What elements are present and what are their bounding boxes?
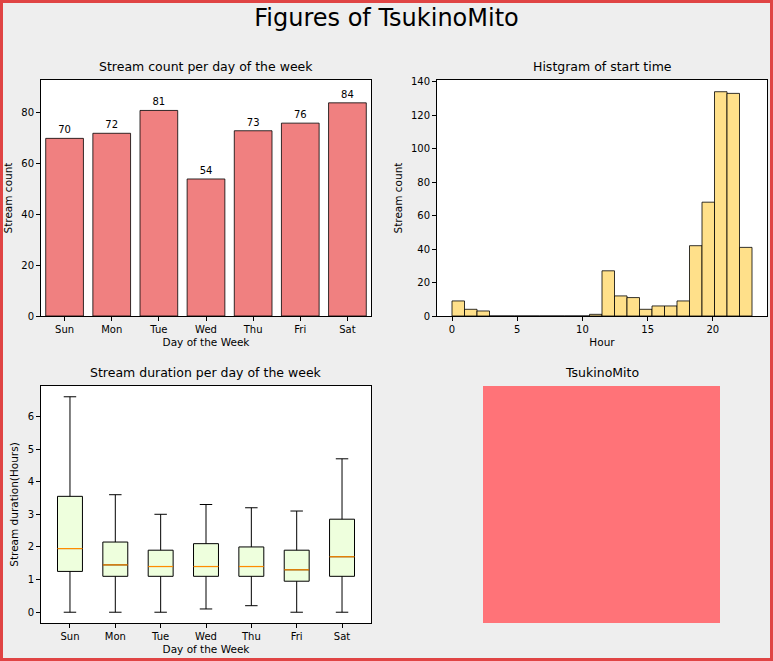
svg-text:1: 1 [28,574,34,585]
svg-text:Fri: Fri [294,324,306,335]
svg-text:20: 20 [21,260,34,271]
svg-text:60: 60 [417,210,430,221]
svg-text:Hour: Hour [589,336,615,348]
svg-text:Stream count: Stream count [2,163,14,234]
svg-text:Wed: Wed [195,631,217,642]
svg-text:Sun: Sun [55,324,74,335]
svg-text:TsukinoMito: TsukinoMito [565,365,639,380]
svg-text:Fri: Fri [291,631,303,642]
svg-text:Tue: Tue [151,631,169,642]
svg-text:120: 120 [411,110,430,121]
svg-text:72: 72 [105,119,118,130]
svg-text:Day of the Week: Day of the Week [163,643,251,655]
svg-text:Thu: Thu [243,324,263,335]
svg-text:0: 0 [28,311,34,322]
svg-text:54: 54 [200,165,213,176]
svg-text:70: 70 [58,124,71,135]
svg-text:Figures of TsukinoMito: Figures of TsukinoMito [254,4,519,32]
svg-text:Day of the Week: Day of the Week [163,336,251,348]
svg-text:Sat: Sat [334,631,350,642]
svg-text:5: 5 [514,324,520,335]
svg-text:Histgram of start time: Histgram of start time [533,59,672,74]
svg-text:Stream duration per day of the: Stream duration per day of the week [90,365,322,380]
svg-text:Stream duration(Hours): Stream duration(Hours) [8,442,20,566]
svg-text:Tue: Tue [149,324,167,335]
svg-text:140: 140 [411,76,430,87]
svg-text:5: 5 [28,444,34,455]
svg-text:84: 84 [341,89,354,100]
svg-text:Sun: Sun [60,631,79,642]
svg-text:Mon: Mon [101,324,122,335]
svg-text:76: 76 [294,109,307,120]
svg-text:Stream count per day of the we: Stream count per day of the week [99,59,313,74]
svg-text:Stream count: Stream count [392,163,404,234]
svg-text:Sat: Sat [339,324,355,335]
svg-text:100: 100 [411,143,430,154]
svg-text:60: 60 [21,158,34,169]
svg-text:0: 0 [449,324,455,335]
svg-text:0: 0 [424,311,430,322]
svg-text:10: 10 [576,324,589,335]
svg-text:4: 4 [28,476,34,487]
svg-text:Thu: Thu [241,631,261,642]
svg-text:15: 15 [641,324,654,335]
svg-text:81: 81 [152,96,165,107]
svg-text:80: 80 [21,107,34,118]
svg-text:2: 2 [28,541,34,552]
svg-text:Mon: Mon [105,631,126,642]
svg-text:20: 20 [707,324,720,335]
svg-text:73: 73 [247,117,260,128]
svg-text:80: 80 [417,177,430,188]
svg-text:0: 0 [28,607,34,618]
svg-text:40: 40 [21,209,34,220]
svg-text:20: 20 [417,277,430,288]
svg-text:Wed: Wed [195,324,217,335]
svg-text:6: 6 [28,411,34,422]
svg-text:40: 40 [417,244,430,255]
svg-text:3: 3 [28,509,34,520]
